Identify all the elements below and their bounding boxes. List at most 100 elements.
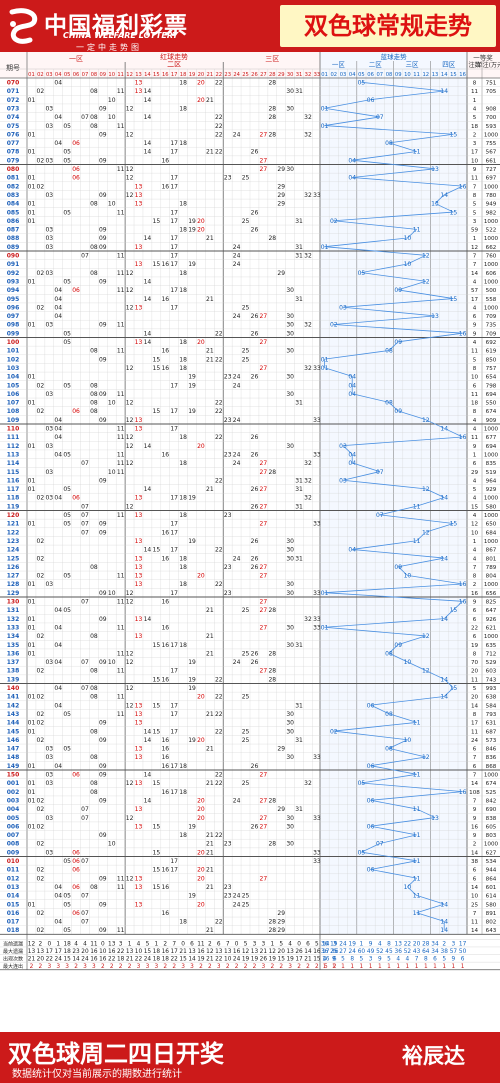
- period-label: 136: [7, 650, 20, 657]
- header-bar: 中国福利彩票 CHINA WELFARE LOTTERY 一定中走势图 双色球常…: [0, 0, 500, 52]
- red-ball: 14: [144, 797, 152, 804]
- prize-count: 6: [473, 617, 477, 623]
- red-ball: 18: [179, 287, 187, 294]
- red-ball: 13: [135, 884, 143, 891]
- red-ball: 28: [268, 469, 276, 476]
- prize-count: 6: [473, 747, 477, 753]
- red-ball: 09: [99, 322, 107, 329]
- blue-ball: 12: [422, 668, 430, 675]
- prize-count: 6: [473, 461, 477, 467]
- stats-value: 4: [288, 941, 292, 947]
- red-ball: 11: [117, 573, 125, 580]
- red-ball: 05: [63, 521, 71, 528]
- red-ball: 08: [90, 244, 98, 251]
- blue-trend-line: [352, 159, 436, 170]
- stats-value: 19: [286, 957, 294, 963]
- stats-value: 16: [108, 949, 116, 955]
- period-label: 149: [7, 763, 20, 770]
- stats-value: 0: [297, 941, 301, 947]
- red-ball: 07: [81, 893, 89, 900]
- red-ball: 05: [63, 486, 71, 493]
- red-ball: 02: [37, 867, 45, 874]
- red-ball: 09: [99, 227, 107, 234]
- prize-count: 9: [473, 807, 477, 813]
- red-number-header: 22: [215, 72, 222, 78]
- red-number-header: 29: [278, 72, 285, 78]
- stats-value: 16: [162, 949, 170, 955]
- red-ball: 01: [28, 183, 36, 190]
- red-ball: 05: [63, 330, 71, 337]
- red-ball: 31: [295, 253, 303, 260]
- red-ball: 11: [117, 875, 125, 882]
- red-ball: 30: [286, 374, 294, 381]
- stats-value: 2: [172, 964, 176, 970]
- blue-ball: 04: [348, 175, 356, 182]
- stats-value: 24: [144, 957, 152, 963]
- red-ball: 07: [81, 599, 89, 606]
- red-ball: 12: [126, 417, 134, 424]
- blue-ball: 11: [413, 910, 421, 917]
- red-ball: 14: [144, 772, 152, 779]
- red-ball: 02: [37, 711, 45, 718]
- red-ball: 09: [99, 927, 107, 934]
- stats-value: 0: [101, 941, 105, 947]
- blue-trend-line: [379, 505, 417, 516]
- red-ball: 26: [251, 434, 259, 441]
- period-label: 085: [7, 209, 20, 216]
- blue-ball: 14: [440, 694, 448, 701]
- stats-value: 18: [63, 949, 71, 955]
- red-ball: 08: [90, 884, 98, 891]
- red-ball: 18: [179, 365, 187, 372]
- red-ball: 24: [233, 382, 241, 389]
- red-ball: 16: [161, 737, 169, 744]
- stats-value: 19: [197, 957, 205, 963]
- blue-ball: 05: [358, 80, 366, 87]
- prize-count: 11: [471, 435, 479, 441]
- red-ball: 10: [108, 659, 116, 666]
- blue-trend-line: [443, 687, 454, 697]
- red-ball: 13: [135, 711, 143, 718]
- red-ball: 09: [99, 192, 107, 199]
- red-ball: 01: [28, 278, 36, 285]
- period-label: 010: [7, 858, 20, 865]
- red-ball: 26: [251, 659, 259, 666]
- red-ball: 14: [144, 339, 152, 346]
- red-ball: 23: [224, 893, 232, 900]
- stats-value: 1: [369, 964, 373, 970]
- red-ball: 03: [45, 244, 53, 251]
- prize-count: 16: [471, 591, 479, 597]
- red-ball: 32: [304, 131, 312, 138]
- red-ball: 13: [135, 875, 143, 882]
- stats-value: 36: [395, 949, 403, 955]
- blue-trend-line: [361, 773, 417, 784]
- prize-count: 4: [473, 427, 477, 433]
- stats-value: 52: [376, 949, 384, 955]
- red-ball: 27: [260, 875, 268, 882]
- red-ball: 12: [126, 702, 134, 709]
- stats-value: 17: [46, 949, 54, 955]
- red-ball: 01: [28, 823, 36, 830]
- red-ball: 22: [215, 149, 223, 156]
- red-ball: 03: [45, 780, 53, 787]
- prize-amount: 687: [486, 729, 497, 735]
- red-ball: 12: [126, 166, 134, 173]
- stats-value: 4: [74, 941, 78, 947]
- blue-ball: 10: [404, 235, 412, 242]
- red-ball: 09: [99, 590, 107, 597]
- blue-ball: 02: [330, 322, 338, 329]
- prize-count: 18: [471, 401, 479, 407]
- period-label: 143: [7, 711, 20, 718]
- period-label: 090: [7, 253, 20, 260]
- period-label: 111: [7, 434, 20, 441]
- stats-value: 6: [433, 957, 437, 963]
- red-ball: 30: [286, 720, 294, 727]
- prize-count: 29: [471, 470, 479, 476]
- blue-ball: 09: [394, 642, 402, 649]
- stats-value: 2: [208, 964, 212, 970]
- red-ball: 09: [99, 157, 107, 164]
- red-ball: 09: [99, 737, 107, 744]
- red-ball: 12: [126, 443, 134, 450]
- red-ball: 06: [72, 884, 80, 891]
- blue-trend-line: [388, 713, 417, 723]
- red-ball: 25: [242, 694, 250, 701]
